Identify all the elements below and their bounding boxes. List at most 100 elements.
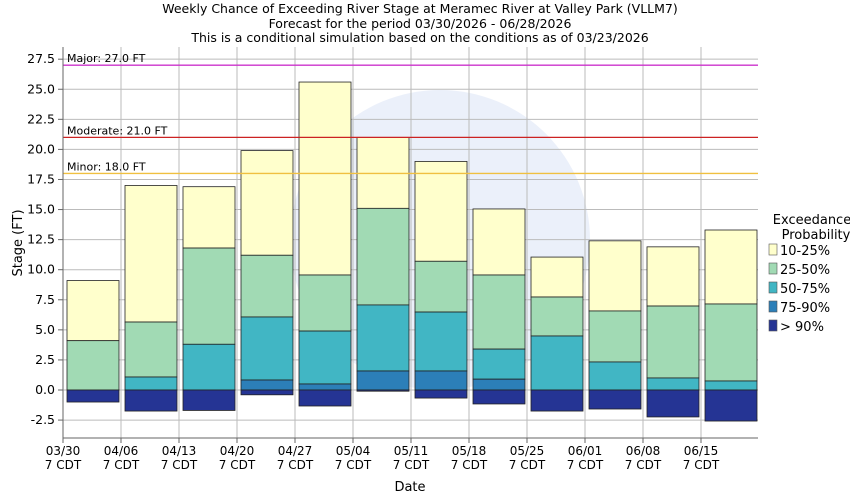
bar-segment-25-50 [588, 310, 642, 363]
bar-segment-10-25 [182, 186, 236, 249]
bar-segment-25-50 [124, 321, 178, 378]
bar-segment-25-50 [530, 296, 584, 337]
bar-segment-25-50 [414, 260, 468, 313]
y-tick-label: 2.5 [35, 352, 55, 367]
x-tick-label-time: 7 CDT [45, 458, 82, 472]
bar-segment-25-50 [240, 254, 294, 318]
chart-title-line-2: Forecast for the period 03/30/2026 - 06/… [269, 16, 572, 31]
bar-segment-50-75 [240, 316, 294, 381]
bar-segment-10-25 [298, 81, 352, 276]
y-axis-label: Stage (FT) [11, 209, 26, 276]
y-tick-label: 5.0 [35, 322, 55, 337]
bar-segment-90 [356, 389, 410, 392]
legend-label: 25-50% [780, 263, 830, 278]
x-tick-label-date: 05/18 [452, 444, 487, 458]
bar-segment-90 [182, 389, 236, 411]
bar-segment-90 [704, 389, 758, 422]
x-tick-label-time: 7 CDT [393, 458, 430, 472]
bar-segment-10-25 [704, 229, 758, 305]
x-tick-label-date: 03/30 [46, 444, 81, 458]
bar-segment-90 [530, 389, 584, 412]
legend-label: > 90% [780, 320, 824, 335]
bar-segment-10-25 [414, 161, 468, 262]
bar-segment-25-50 [472, 274, 526, 350]
bar-segment-25-50 [182, 247, 236, 345]
x-tick-label-date: 04/06 [104, 444, 139, 458]
bar-segment-10-25 [472, 208, 526, 276]
legend-swatch [768, 300, 778, 313]
bar-segment-50-75 [356, 304, 410, 372]
threshold-label: Major: 27.0 FT [67, 52, 146, 65]
bar-segment-75-90 [414, 370, 468, 391]
bar-segment-90 [240, 389, 294, 396]
bar-segment-10-25 [646, 246, 700, 307]
x-tick-label-time: 7 CDT [567, 458, 604, 472]
x-tick-label-time: 7 CDT [451, 458, 488, 472]
bar-segment-25-50 [66, 340, 120, 391]
y-tick-label: 22.5 [27, 111, 55, 126]
x-tick-label-time: 7 CDT [335, 458, 372, 472]
legend-label: 75-90% [780, 301, 830, 316]
bar-segment-50-75 [530, 335, 584, 391]
x-tick-label-date: 06/08 [626, 444, 661, 458]
y-tick-label: 0.0 [35, 382, 55, 397]
y-tick-label: 20.0 [27, 141, 55, 156]
bar-segment-75-90 [356, 370, 410, 391]
bar-segment-50-75 [124, 376, 178, 391]
x-tick-label-time: 7 CDT [219, 458, 256, 472]
x-tick-label-date: 06/15 [684, 444, 719, 458]
bar-segment-10-25 [530, 256, 584, 298]
x-tick-label-time: 7 CDT [277, 458, 314, 472]
legend-label: 10-25% [780, 244, 830, 259]
x-tick-label-time: 7 CDT [161, 458, 198, 472]
x-tick-label-date: 04/13 [162, 444, 197, 458]
bar-segment-50-75 [298, 330, 352, 385]
legend-swatch [768, 243, 778, 256]
bar-segment-25-50 [646, 305, 700, 379]
legend-swatch [768, 319, 778, 332]
bar-segment-50-75 [472, 348, 526, 380]
bar-segment-75-90 [472, 378, 526, 391]
x-tick-label-date: 05/11 [394, 444, 429, 458]
x-tick-label-time: 7 CDT [103, 458, 140, 472]
legend-swatch [768, 262, 778, 275]
x-tick-label-date: 04/27 [278, 444, 313, 458]
x-tick-label-time: 7 CDT [683, 458, 720, 472]
legend-title: Exceedance [773, 213, 850, 228]
bar-segment-90 [588, 389, 642, 410]
bar-segment-90 [414, 389, 468, 399]
y-tick-label: 15.0 [27, 202, 55, 217]
bar-segment-75-90 [298, 383, 352, 391]
bar-segment-10-25 [124, 185, 178, 323]
bar-segment-10-25 [66, 280, 120, 342]
bar-segment-10-25 [588, 240, 642, 312]
bar-segment-50-75 [646, 377, 700, 391]
bar-segment-75-90 [240, 379, 294, 391]
x-tick-label-date: 05/25 [510, 444, 545, 458]
x-axis-label: Date [394, 480, 425, 495]
bar-segment-25-50 [298, 274, 352, 332]
y-tick-label: -2.5 [31, 412, 55, 427]
bar-segment-25-50 [356, 207, 410, 306]
y-tick-label: 17.5 [27, 171, 55, 186]
y-tick-label: 10.0 [27, 262, 55, 277]
legend-title: Probability [782, 228, 850, 243]
bar-segment-50-75 [182, 343, 236, 391]
legend-label: 50-75% [780, 282, 830, 297]
threshold-label: Minor: 18.0 FT [67, 160, 146, 173]
bar-segment-90 [124, 389, 178, 412]
bar-segment-50-75 [414, 311, 468, 372]
bar-segment-90 [472, 389, 526, 405]
bar-segment-50-75 [704, 380, 758, 391]
bar-segment-10-25 [240, 150, 294, 256]
x-tick-label-time: 7 CDT [509, 458, 546, 472]
bar-segment-25-50 [704, 303, 758, 382]
x-tick-label-date: 05/04 [336, 444, 371, 458]
bar-segment-50-75 [588, 361, 642, 391]
bar-segment-90 [646, 389, 700, 418]
x-tick-label-date: 04/20 [220, 444, 255, 458]
y-tick-label: 25.0 [27, 81, 55, 96]
bar-segment-90 [298, 389, 352, 407]
y-tick-label: 12.5 [27, 232, 55, 247]
